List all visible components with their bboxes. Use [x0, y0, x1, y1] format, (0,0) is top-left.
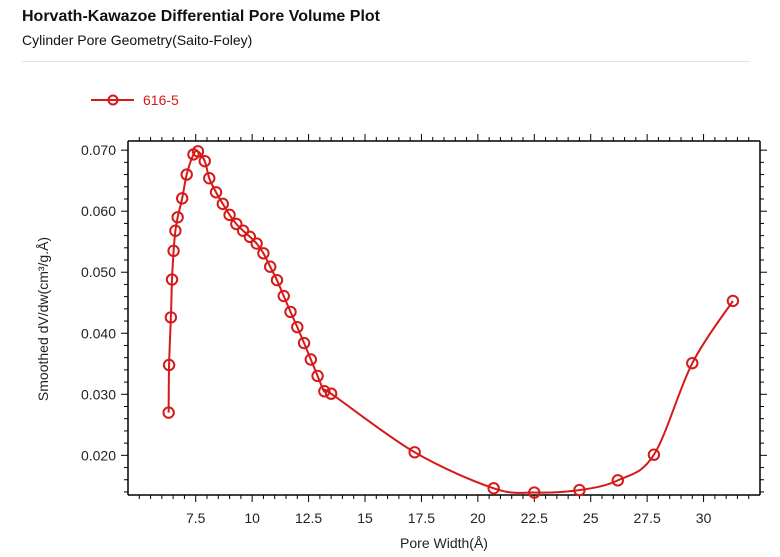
x-tick-label: 15 — [357, 510, 373, 526]
chart-subtitle: Cylinder Pore Geometry(Saito-Foley) — [22, 32, 253, 48]
data-point — [175, 192, 189, 205]
x-tick-label: 10 — [244, 510, 260, 526]
x-axis-label: Pore Width(Å) — [400, 535, 488, 551]
chart-title: Horvath-Kawazoe Differential Pore Volume… — [22, 8, 380, 25]
legend-marker-616-5 — [107, 94, 119, 106]
x-tick-label: 7.5 — [186, 510, 206, 526]
x-tick-label: 22.5 — [521, 510, 548, 526]
y-axis-label: Smoothed dV/dw(cm³/g.Å) — [35, 237, 51, 401]
data-point — [304, 353, 318, 366]
data-point — [203, 172, 216, 185]
data-point — [611, 474, 624, 487]
data-point — [291, 320, 304, 334]
data-point — [169, 224, 182, 237]
y-tick-label: 0.050 — [81, 264, 116, 280]
data-point — [209, 186, 223, 199]
data-point — [250, 237, 263, 250]
data-point — [318, 385, 331, 398]
data-point — [487, 482, 500, 495]
data-point — [297, 336, 311, 350]
data-point — [162, 358, 176, 372]
x-tick-label: 20 — [470, 510, 486, 526]
data-point — [257, 247, 270, 260]
y-tick-label: 0.060 — [81, 203, 116, 219]
data-point — [726, 294, 740, 308]
data-point — [284, 305, 297, 319]
legend-label-616-5: 616-5 — [143, 92, 179, 108]
header-divider — [22, 61, 750, 62]
x-tick-label: 12.5 — [295, 510, 322, 526]
data-point — [164, 311, 178, 324]
data-point — [191, 145, 205, 158]
series-markers-616-5 — [162, 145, 740, 499]
x-tick-label: 17.5 — [408, 510, 435, 526]
data-point — [264, 260, 277, 273]
data-point — [162, 406, 175, 419]
y-tick-label: 0.030 — [81, 386, 116, 402]
data-point — [167, 244, 180, 258]
data-point — [236, 224, 250, 237]
data-point — [230, 217, 243, 231]
data-point — [277, 289, 290, 303]
x-tick-label: 27.5 — [634, 510, 661, 526]
data-point — [528, 486, 541, 499]
data-point — [198, 154, 211, 168]
data-point — [573, 483, 586, 497]
data-point — [216, 197, 230, 211]
data-point — [243, 230, 257, 244]
data-point — [686, 356, 699, 370]
y-tick-label: 0.020 — [81, 447, 116, 463]
x-tick-label: 25 — [583, 510, 599, 526]
y-tick-label: 0.070 — [81, 142, 116, 158]
data-point — [408, 446, 421, 459]
plot-axes: 7.5 10 12.5 15 17.5 20 22.5 25 27.5 30 0.020 0.030 0… — [81, 134, 767, 526]
series-line-616-5 — [167, 149, 734, 494]
data-point — [311, 369, 324, 383]
data-point — [223, 208, 236, 222]
x-tick-label: 30 — [696, 510, 712, 526]
data-point — [270, 273, 284, 287]
legend[interactable]: 616-5 — [91, 92, 179, 108]
data-point — [165, 273, 179, 286]
data-point — [180, 168, 193, 181]
data-point — [324, 387, 338, 400]
y-tick-label: 0.040 — [81, 325, 116, 341]
data-point — [647, 448, 661, 461]
data-point — [171, 211, 184, 224]
